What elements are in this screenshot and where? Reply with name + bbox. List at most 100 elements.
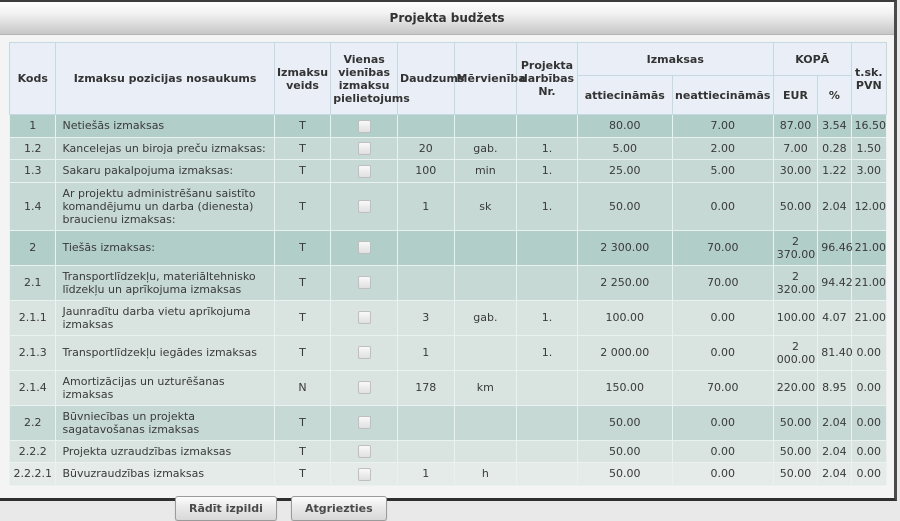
cell-name: Netiešās izmaksas bbox=[55, 114, 275, 138]
cell-activity-nr: 1. bbox=[516, 136, 578, 160]
cell-vat: 0.00 bbox=[850, 439, 888, 463]
cell-code: 2.1.3 bbox=[8, 334, 57, 371]
cell-activity-nr bbox=[516, 369, 578, 406]
cell-name: Amortizācijas un uzturēšanas izmaksas bbox=[55, 369, 275, 406]
cell-total-pct: 1.22 bbox=[817, 159, 852, 183]
cell-unit-cost-usage bbox=[330, 299, 398, 336]
budget-table: Kods Izmaksu pozicijas nosaukums Izmaksu… bbox=[8, 42, 888, 486]
cell-unit-cost-usage bbox=[330, 229, 398, 266]
cell-total-eur: 50.00 bbox=[772, 404, 819, 441]
cell-unit bbox=[453, 439, 518, 463]
header-procenti: % bbox=[817, 75, 852, 115]
cell-quantity: 100 bbox=[396, 159, 455, 183]
cell-eligible: 2 000.00 bbox=[576, 334, 673, 371]
cell-cost-type: T bbox=[273, 462, 332, 486]
cell-quantity: 1 bbox=[396, 462, 455, 486]
unit-cost-usage-checkbox bbox=[357, 276, 371, 290]
cell-non-eligible: 0.00 bbox=[671, 181, 774, 231]
cell-vat: 0.00 bbox=[850, 404, 888, 441]
budget-table-header: Kods Izmaksu pozicijas nosaukums Izmaksu… bbox=[8, 42, 888, 115]
header-izmaksas-group: Izmaksas bbox=[576, 42, 774, 76]
table-row: 1.4 Ar projektu administrēšanu saistīto k… bbox=[8, 181, 888, 231]
unit-cost-usage-checkbox bbox=[357, 199, 371, 213]
cell-cost-type: T bbox=[273, 334, 332, 371]
cell-vat: 3.00 bbox=[850, 159, 888, 183]
cell-vat: 0.00 bbox=[850, 369, 888, 406]
show-execution-button[interactable]: Rādīt izpildi bbox=[175, 495, 277, 521]
cell-unit-cost-usage bbox=[330, 439, 398, 463]
table-row: 2.2.2 Projekta uzraudzības izmaksas T 50.00… bbox=[8, 439, 888, 463]
cell-non-eligible: 70.00 bbox=[671, 264, 774, 301]
table-row: 1.3 Sakaru pakalpojuma izmaksas: T 100 min 1.… bbox=[8, 159, 888, 183]
cell-total-eur: 50.00 bbox=[772, 462, 819, 486]
cell-unit-cost-usage bbox=[330, 334, 398, 371]
cell-eligible: 5.00 bbox=[576, 136, 673, 160]
cell-name: Ar projektu administrēšanu saistīto koma… bbox=[55, 181, 275, 231]
cell-unit: km bbox=[453, 369, 518, 406]
unit-cost-usage-checkbox bbox=[357, 346, 371, 360]
cell-unit-cost-usage bbox=[330, 404, 398, 441]
cell-unit: gab. bbox=[453, 299, 518, 336]
header-kopa-group: KOPĀ bbox=[772, 42, 852, 76]
cell-activity-nr: 1. bbox=[516, 181, 578, 231]
cell-vat: 0.00 bbox=[850, 462, 888, 486]
cell-total-eur: 2 370.00 bbox=[772, 229, 819, 266]
cell-quantity: 20 bbox=[396, 136, 455, 160]
cell-eligible: 100.00 bbox=[576, 299, 673, 336]
cell-total-pct: 2.04 bbox=[817, 404, 852, 441]
cell-unit: h bbox=[453, 462, 518, 486]
cell-cost-type: T bbox=[273, 159, 332, 183]
cell-unit bbox=[453, 334, 518, 371]
unit-cost-usage-checkbox bbox=[357, 445, 371, 458]
cell-name: Sakaru pakalpojuma izmaksas: bbox=[55, 159, 275, 183]
header-projekta-darbibas-nr: Projekta darbības Nr. bbox=[516, 42, 578, 115]
cell-total-pct: 2.04 bbox=[817, 181, 852, 231]
table-row: 1 Netiešās izmaksas T 80.00 7.00 87.00 3.54 16.… bbox=[8, 114, 888, 138]
cell-code: 1.3 bbox=[8, 159, 57, 183]
cell-code: 1.4 bbox=[8, 181, 57, 231]
cell-non-eligible: 0.00 bbox=[671, 299, 774, 336]
cell-activity-nr: 1. bbox=[516, 299, 578, 336]
cell-cost-type: T bbox=[273, 439, 332, 463]
cell-unit bbox=[453, 264, 518, 301]
header-attiecinamas: attiecināmās bbox=[576, 75, 673, 115]
cell-total-eur: 2 000.00 bbox=[772, 334, 819, 371]
cell-activity-nr bbox=[516, 114, 578, 138]
cell-total-pct: 96.46 bbox=[817, 229, 853, 266]
cell-quantity bbox=[396, 229, 455, 266]
cell-eligible: 50.00 bbox=[576, 462, 673, 486]
cell-code: 2.1.4 bbox=[8, 369, 57, 406]
table-row: 2.1.4 Amortizācijas un uzturēšanas izmaks… bbox=[8, 369, 888, 406]
cell-name: Tiešās izmaksas: bbox=[55, 229, 275, 266]
unit-cost-usage-checkbox bbox=[357, 381, 371, 395]
cell-eligible: 2 300.00 bbox=[576, 229, 673, 266]
cell-eligible: 2 250.00 bbox=[576, 264, 673, 301]
header-nosaukums: Izmaksu pozicijas nosaukums bbox=[55, 42, 275, 115]
cell-activity-nr: 1. bbox=[516, 159, 578, 183]
back-button[interactable]: Atgriezties bbox=[290, 495, 387, 521]
cell-total-pct: 94.42 bbox=[817, 264, 853, 301]
cell-non-eligible: 70.00 bbox=[671, 229, 774, 266]
cell-total-pct: 0.28 bbox=[817, 136, 852, 160]
cell-code: 1.2 bbox=[8, 136, 57, 160]
cell-name: Jaunradītu darba vietu aprīkojuma izmaks… bbox=[55, 299, 275, 336]
cell-non-eligible: 0.00 bbox=[671, 462, 774, 486]
header-pielietojums: Vienas vienības izmaksu pielietojums bbox=[330, 42, 410, 115]
cell-unit bbox=[453, 404, 518, 441]
cell-unit-cost-usage bbox=[330, 264, 398, 301]
cell-name: Būvuzraudzības izmaksas bbox=[55, 462, 275, 486]
cell-name: Transportlīdzekļu iegādes izmaksas bbox=[55, 334, 275, 371]
cell-non-eligible: 70.00 bbox=[671, 369, 774, 406]
header-kods: Kods bbox=[8, 42, 57, 115]
cell-activity-nr bbox=[516, 404, 578, 441]
title-bar: Projekta budžets bbox=[0, 2, 894, 35]
cell-vat: 21.00 bbox=[850, 299, 888, 336]
content-area: Kods Izmaksu pozicijas nosaukums Izmaksu… bbox=[0, 35, 894, 521]
cell-vat: 1.50 bbox=[850, 136, 888, 160]
cell-unit-cost-usage bbox=[330, 136, 398, 160]
header-tsk-pvn: t.sk. PVN bbox=[850, 42, 888, 115]
header-daudzums: Daudzums bbox=[396, 42, 464, 115]
cell-non-eligible: 7.00 bbox=[671, 114, 774, 138]
cell-code: 2.2.2.1 bbox=[8, 462, 57, 486]
cell-cost-type: T bbox=[273, 404, 332, 441]
